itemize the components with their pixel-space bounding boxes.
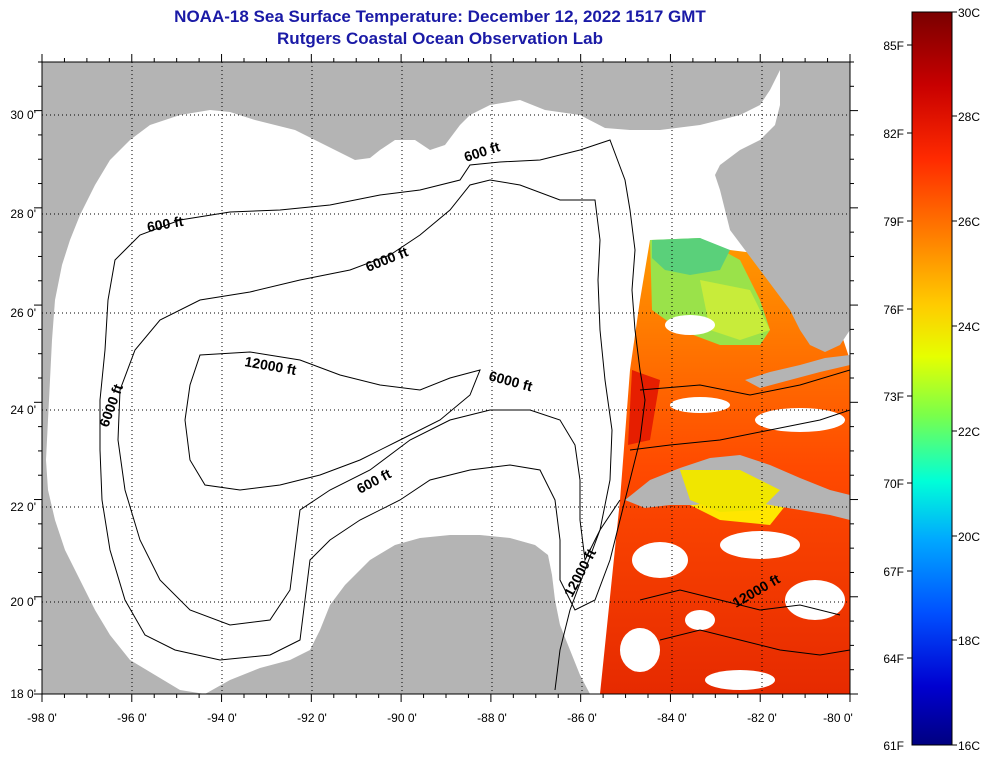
colorbar-c-label: 16C (958, 739, 980, 753)
colorbar-f-label: 73F (883, 390, 904, 404)
contour-600 (99, 139, 646, 661)
colorbar-c-label: 20C (958, 530, 980, 544)
colorbar-c-label: 18C (958, 634, 980, 648)
lon-tick-label: -90 0' (387, 711, 417, 725)
colorbar-c-label: 28C (958, 110, 980, 124)
colorbar-c-label: 24C (958, 320, 980, 334)
lat-tick-label: 28 0' (10, 207, 36, 221)
lat-axis-labels: 30 0' 28 0' 26 0' 24 0' 22 0' 20 0' 18 0… (10, 108, 36, 701)
lon-tick-label: -92 0' (297, 711, 327, 725)
colorbar-f-label: 82F (883, 127, 904, 141)
contour-label-600-west: 600 ft (146, 213, 185, 235)
colorbar-f-label: 70F (883, 477, 904, 491)
lat-tick-label: 20 0' (10, 595, 36, 609)
lon-tick-label: -88 0' (477, 711, 507, 725)
map-title: NOAA-18 Sea Surface Temperature: Decembe… (174, 7, 706, 26)
lon-axis-labels: -98 0' -96 0' -94 0' -92 0' -90 0' -88 0… (27, 711, 853, 725)
lon-tick-label: -96 0' (117, 711, 147, 725)
colorbar-c-label: 26C (958, 215, 980, 229)
axis-ticks (34, 54, 858, 702)
lon-tick-label: -98 0' (27, 711, 57, 725)
lat-tick-label: 18 0' (10, 687, 36, 701)
colorbar-f-label: 79F (883, 215, 904, 229)
colorbar-c-label: 30C (958, 6, 980, 20)
lon-tick-label: -80 0' (823, 711, 853, 725)
contour-6000 (117, 179, 613, 626)
sst-cuba-coast (680, 470, 780, 512)
colorbar-f-label: 61F (883, 739, 904, 753)
lat-tick-label: 22 0' (10, 500, 36, 514)
graticule (42, 62, 850, 694)
contour-caribbean (639, 589, 841, 616)
colorbar-f-label: 76F (883, 303, 904, 317)
colorbar: 85F 82F 79F 76F 73F 70F 67F 64F 61F 30C … (883, 6, 980, 753)
contour-12000 (184, 351, 481, 491)
colorbar-f-label: 67F (883, 565, 904, 579)
lon-tick-label: -86 0' (567, 711, 597, 725)
bathymetry-contours (99, 139, 850, 691)
colorbar-ramp (911, 11, 953, 746)
colorbar-ticks (907, 11, 957, 746)
colorbar-f-label: 64F (883, 652, 904, 666)
lat-tick-label: 24 0' (10, 403, 36, 417)
colorbar-c-label: 22C (958, 425, 980, 439)
lat-tick-label: 26 0' (10, 306, 36, 320)
map-subtitle: Rutgers Coastal Ocean Observation Lab (277, 29, 603, 48)
lon-tick-label: -94 0' (207, 711, 237, 725)
lon-tick-label: -84 0' (657, 711, 687, 725)
lon-tick-label: -82 0' (747, 711, 777, 725)
colorbar-f-label: 85F (883, 39, 904, 53)
lat-tick-label: 30 0' (10, 108, 36, 122)
land (42, 62, 850, 694)
contour-12000-channel (554, 499, 621, 691)
